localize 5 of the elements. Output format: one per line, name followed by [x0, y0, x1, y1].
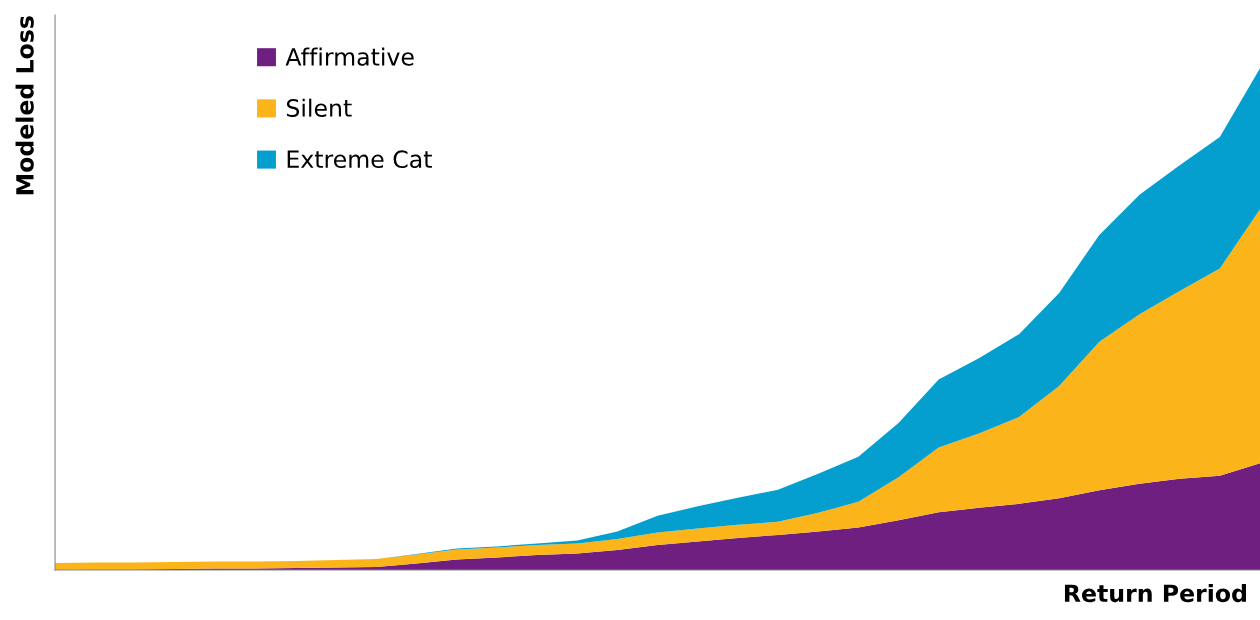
legend-label: Silent [286, 98, 352, 117]
y-axis-title: Modeled Loss [15, 16, 34, 195]
legend-label: Affirmative [285, 47, 414, 66]
x-axis-title: Return Period [1064, 583, 1246, 603]
legend-label: Extreme Cat [287, 150, 432, 169]
